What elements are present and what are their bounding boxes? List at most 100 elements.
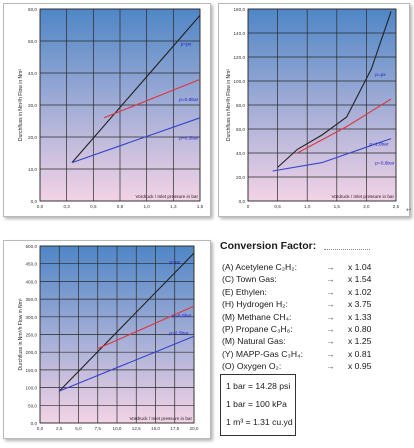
arrow-icon: → bbox=[326, 336, 335, 347]
gas-factor: x 3.75 bbox=[348, 299, 372, 310]
unit-line-psi: 1 bar = 14.28 psi bbox=[226, 381, 291, 391]
gas-factor: x 1.33 bbox=[348, 311, 372, 322]
x-tick-label: 0,5 bbox=[90, 204, 97, 209]
y-tick-label: 50,0 bbox=[28, 39, 37, 44]
gas-name: (Y) MAPP-Gas C₃H₄: bbox=[222, 349, 303, 359]
arrow-icon: → bbox=[326, 299, 335, 310]
gas-code: (P) bbox=[222, 324, 234, 334]
arrow-icon: → bbox=[326, 274, 335, 285]
series-line bbox=[103, 78, 201, 119]
y-tick-label: 250,0 bbox=[26, 333, 38, 338]
gas-label: MAPP-Gas C₃H₄ bbox=[235, 348, 301, 359]
gas-code: (Y) bbox=[222, 348, 234, 359]
x-tick-label: 1,3 bbox=[170, 204, 177, 209]
gas-colon: : bbox=[289, 311, 292, 322]
gas-row: (E) Ethylen: → x 1.02 bbox=[220, 287, 410, 300]
gas-factor: x 0.95 bbox=[348, 361, 372, 372]
y-tick-label: 20,0 bbox=[28, 135, 37, 140]
gas-code: (M) bbox=[222, 311, 235, 322]
x-tick-label: 1,0 bbox=[304, 204, 311, 209]
gas-factor: x 0.80 bbox=[348, 324, 372, 334]
x-axis-label: Vordruck / Inlet pressure in bar bbox=[331, 194, 394, 199]
y-tick-label: 100,0 bbox=[234, 79, 246, 84]
gas-code: (E) bbox=[222, 286, 234, 297]
gas-code: (M) bbox=[222, 336, 235, 347]
y-tick-label: 40,0 bbox=[236, 151, 245, 156]
series-line bbox=[277, 11, 392, 168]
gas-factor: x 1.02 bbox=[348, 286, 372, 297]
y-tick-label: 30,0 bbox=[28, 103, 37, 108]
y-tick-label: 200,0 bbox=[26, 350, 38, 355]
chart-flow-small: 0,0 10,0 20,0 30,0 40,0 50,0 60,0 0,0 0,3 0,5 0,8 1… bbox=[4, 4, 208, 214]
y-tick-label: 80,0 bbox=[236, 103, 245, 108]
gas-factor: x 1.54 bbox=[348, 274, 372, 285]
chart-svg: 0,0 20,0 40,0 60,0 80,0 100,0 120,0 140,0 160,0 0… bbox=[226, 7, 400, 209]
x-tick-label: 10,0 bbox=[113, 426, 122, 431]
gas-colon: : bbox=[294, 262, 297, 272]
gas-code: (A) bbox=[222, 262, 234, 272]
y-tick-label: 20,0 bbox=[236, 175, 245, 180]
arrow-icon: → bbox=[326, 286, 335, 297]
x-axis-label: Vordruck / Inlet pressure in bar bbox=[129, 416, 192, 421]
gas-label: Natural Gas bbox=[237, 336, 284, 347]
x-axis-label: Vordruck / Inlet pressure in bar bbox=[135, 194, 198, 199]
arrow-icon: → bbox=[326, 348, 335, 359]
x-tick-label: 2,0 bbox=[363, 204, 370, 209]
x-tick-label: 2,5 bbox=[393, 204, 400, 209]
gas-colon: : bbox=[300, 348, 304, 359]
plot-border bbox=[39, 8, 201, 202]
gas-name: (P) Propane C₃H₈: bbox=[222, 324, 293, 334]
y-tick-label: 0,0 bbox=[239, 199, 246, 204]
series-line bbox=[71, 15, 201, 163]
gas-colon: : bbox=[285, 299, 288, 310]
y-tick-label: 350,0 bbox=[26, 297, 38, 302]
x-tick-label: 15,0 bbox=[151, 426, 160, 431]
x-tick-label: 0,0 bbox=[37, 204, 44, 209]
arrow-icon: → bbox=[326, 361, 335, 372]
plot-border bbox=[39, 245, 195, 424]
gas-colon: : bbox=[290, 324, 293, 334]
series-line bbox=[58, 252, 195, 392]
y-tick-label: 0,0 bbox=[31, 421, 38, 426]
gas-label: Town Gas bbox=[236, 274, 275, 285]
gas-label: Acetylene C₂H₂ bbox=[235, 262, 295, 272]
y-tick-label: 500,0 bbox=[26, 244, 38, 249]
series-label: p=1,0bar bbox=[369, 141, 388, 147]
y-tick-label: 150,0 bbox=[26, 368, 38, 373]
gas-row: (Y) MAPP-Gas C₃H₄: → x 0.81 bbox=[220, 349, 410, 362]
gas-factor: x 1.25 bbox=[348, 336, 372, 347]
series-line bbox=[71, 117, 201, 164]
gas-label: Ethylen bbox=[235, 286, 265, 297]
series-label: p=0,3bar bbox=[179, 136, 198, 142]
unit-line-kpa: 1 bar = 100 kPa bbox=[226, 399, 287, 409]
x-tick-label: 0,0 bbox=[37, 426, 44, 431]
y-tick-label: 300,0 bbox=[26, 315, 38, 320]
series-label: p=px bbox=[169, 261, 180, 266]
gas-factor: x 0.81 bbox=[348, 348, 372, 359]
x-tick-label: 5,0 bbox=[75, 426, 82, 431]
gas-code: (H) bbox=[222, 299, 234, 310]
x-tick-label: 12,5 bbox=[132, 426, 141, 431]
series-label: p=0,6bar bbox=[179, 97, 198, 103]
series-line bbox=[97, 305, 195, 350]
y-tick-label: 60,0 bbox=[236, 127, 245, 132]
gas-name: (M) Methane CH₄: bbox=[222, 312, 291, 322]
x-tick-label: 0,3 bbox=[63, 204, 70, 209]
gas-row: (A) Acetylene C₂H₂: → x 1.04 bbox=[220, 262, 410, 275]
series-line bbox=[272, 138, 392, 172]
series-label: p=0,6bar bbox=[375, 161, 394, 167]
x-tick-label: 17,5 bbox=[170, 426, 179, 431]
arrow-icon: → bbox=[326, 324, 335, 334]
unit-conversion-box: 1 bar = 14.28 psi 1 bar = 100 kPa 1 m³ =… bbox=[220, 374, 296, 436]
series-line bbox=[59, 335, 195, 392]
x-tick-label: 1,5 bbox=[334, 204, 341, 209]
plot-border bbox=[247, 8, 397, 202]
conversion-panel: Conversion Factor: (A) Acetylene C₂H₂: → x… bbox=[220, 238, 412, 444]
y-tick-label: 50,0 bbox=[28, 403, 37, 408]
y-tick-label: 0,0 bbox=[31, 199, 38, 204]
gas-name: (A) Acetylene C₂H₂: bbox=[222, 262, 297, 272]
chart-flow-medium: 0,0 20,0 40,0 60,0 80,0 100,0 120,0 140,0 160,0 0… bbox=[219, 4, 407, 214]
x-tick-label: 1,0 bbox=[143, 204, 150, 209]
gas-colon: : bbox=[274, 274, 277, 285]
gas-row: (M) Natural Gas: → x 1.25 bbox=[220, 336, 410, 349]
